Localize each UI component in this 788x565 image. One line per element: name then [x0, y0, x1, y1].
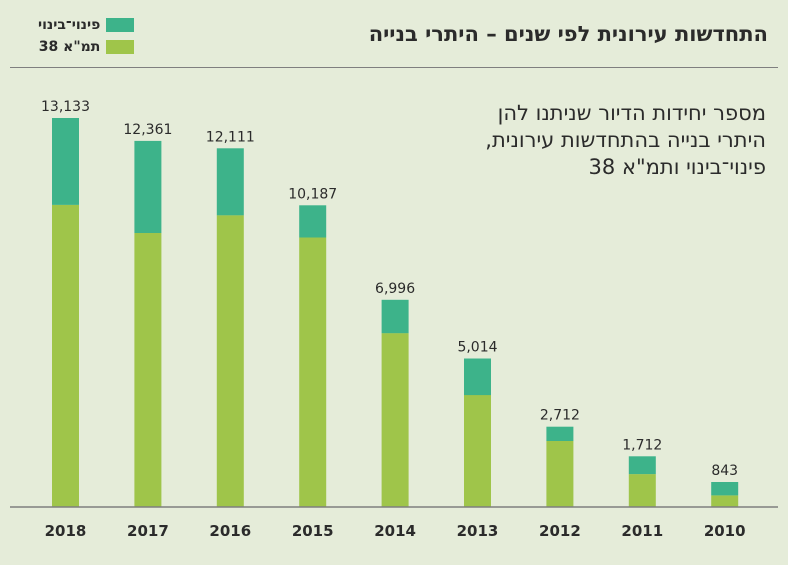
x-tick-label: 2015: [292, 522, 334, 540]
title-divider: [10, 67, 778, 68]
subtitle-line: היתרי בנייה בהתחדשות עירונית,: [485, 128, 766, 152]
bar-segment-tama-38: [628, 474, 656, 507]
bar-total-label: 12,361: [123, 122, 172, 138]
x-tick-label: 2013: [457, 522, 499, 540]
bar-segment-tama-38: [216, 215, 244, 507]
legend-label-tama-38: תמ"א 38: [38, 39, 101, 55]
bar-segment-pinui-binui: [299, 205, 327, 238]
bar-segment-pinui-binui: [711, 482, 739, 496]
x-tick-label: 2011: [621, 522, 663, 540]
bar-total-label: 12,111: [206, 129, 255, 145]
bar-total-label: 6,996: [375, 281, 415, 297]
bar-total-label: 2,712: [540, 408, 580, 424]
bar-segment-pinui-binui: [464, 358, 491, 396]
subtitle-line: פינוי־בינוי ותמ"א 38: [588, 155, 766, 179]
legend-label-pinui-binui: פינוי־בינוי: [38, 17, 101, 33]
bar-segment-tama-38: [134, 233, 162, 507]
bar-segment-pinui-binui: [134, 140, 162, 233]
bar-segment-pinui-binui: [52, 118, 79, 205]
bar-segment-tama-38: [52, 204, 79, 507]
legend: פינוי־בינוי תמ"א 38: [38, 14, 135, 58]
bar-total-label: 10,187: [288, 186, 337, 202]
bar-segment-pinui-binui: [216, 148, 244, 216]
legend-swatch-pinui-binui: [106, 18, 135, 32]
bar-segment-tama-38: [711, 495, 739, 507]
x-tick-label: 2017: [127, 522, 169, 540]
legend-item-tama-38: תמ"א 38: [38, 36, 135, 58]
bar-segment-tama-38: [464, 395, 491, 507]
chart-subtitle: מספר יחידות הדיור שניתנו להן היתרי בנייה…: [326, 100, 766, 181]
chart-title: התחדשות עירונית לפי שנים – היתרי בנייה: [368, 22, 768, 46]
bar-segment-tama-38: [546, 440, 574, 507]
bar-segment-pinui-binui: [546, 426, 574, 441]
subtitle-line: מספר יחידות הדיור שניתנו להן: [497, 101, 766, 125]
legend-swatch-tama-38: [106, 40, 135, 54]
bar-segment-pinui-binui: [628, 456, 656, 475]
x-tick-label: 2012: [539, 522, 581, 540]
bar-total-label: 1,712: [622, 437, 662, 453]
x-tick-label: 2010: [704, 522, 746, 540]
bar-total-label: 13,133: [41, 99, 90, 115]
bar-segment-tama-38: [381, 333, 409, 507]
bar-segment-tama-38: [299, 237, 327, 507]
x-tick-label: 2018: [45, 522, 87, 540]
x-tick-label: 2016: [209, 522, 251, 540]
bar-total-label: 5,014: [457, 340, 497, 356]
bar-total-label: 843: [711, 463, 738, 479]
x-tick-label: 2014: [374, 522, 416, 540]
legend-item-pinui-binui: פינוי־בינוי: [38, 14, 135, 36]
bar-segment-pinui-binui: [381, 299, 409, 334]
